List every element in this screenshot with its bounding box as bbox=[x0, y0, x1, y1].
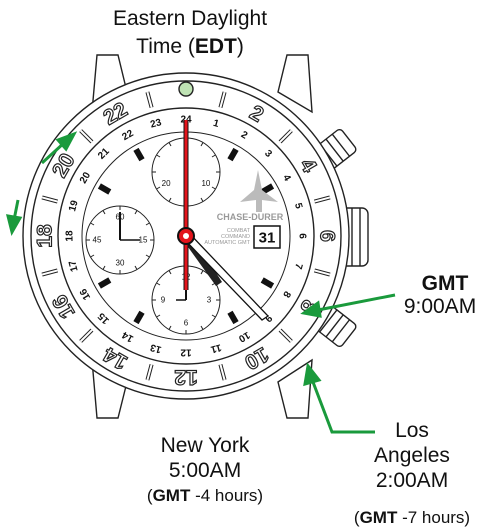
text: -7 hours) bbox=[397, 508, 470, 527]
brand: CHASE-DURER bbox=[217, 212, 284, 222]
text-bold: GMT bbox=[153, 486, 191, 505]
subdial-number: 3 bbox=[207, 296, 212, 305]
la-time: 2:00AM bbox=[376, 469, 448, 492]
bezel-marker bbox=[179, 82, 193, 96]
ny-time: 5:00AM bbox=[169, 459, 241, 482]
edt-line1: Eastern Daylight bbox=[113, 7, 267, 30]
watch-diagram: 2468101214161820222412345678910111213141… bbox=[0, 0, 499, 531]
hour-ring-number: 6 bbox=[297, 233, 308, 239]
subdial-number: 45 bbox=[93, 236, 102, 245]
gmt-title: GMT bbox=[422, 272, 469, 295]
date: 31 bbox=[259, 230, 276, 247]
bezel-number: 12 bbox=[174, 366, 197, 389]
bezel-number: 6 bbox=[316, 230, 339, 242]
bezel-number: 18 bbox=[34, 224, 57, 248]
text-bold: GMT bbox=[360, 508, 398, 527]
la-city: Angeles bbox=[374, 444, 450, 467]
subdial-number: 10 bbox=[201, 179, 210, 188]
ny-city: New York bbox=[161, 434, 250, 457]
la-offset: (GMT -7 hours) bbox=[354, 508, 470, 527]
lug bbox=[278, 55, 312, 112]
subdial-number: 20 bbox=[162, 179, 171, 188]
model: AUTOMATIC GMT bbox=[204, 240, 250, 246]
edt-line2: Time (EDT) bbox=[136, 35, 244, 58]
hour-ring-number: 18 bbox=[65, 230, 76, 242]
text-bold: EDT bbox=[195, 35, 237, 58]
subdial-number: 9 bbox=[161, 296, 166, 305]
hour-ring-number: 12 bbox=[180, 347, 192, 358]
text: Time ( bbox=[136, 35, 195, 58]
hand-center bbox=[183, 233, 189, 239]
arrow bbox=[313, 382, 375, 432]
ny-offset: (GMT -4 hours) bbox=[147, 486, 263, 505]
arrowhead bbox=[305, 366, 319, 384]
subdial-number: 30 bbox=[116, 259, 125, 268]
gmt-time: 9:00AM bbox=[404, 295, 476, 318]
arrowhead bbox=[8, 216, 20, 232]
subdial-number: 6 bbox=[184, 319, 189, 328]
text: ) bbox=[237, 35, 244, 58]
la-city: Los bbox=[395, 419, 429, 442]
text: -4 hours) bbox=[190, 486, 263, 505]
